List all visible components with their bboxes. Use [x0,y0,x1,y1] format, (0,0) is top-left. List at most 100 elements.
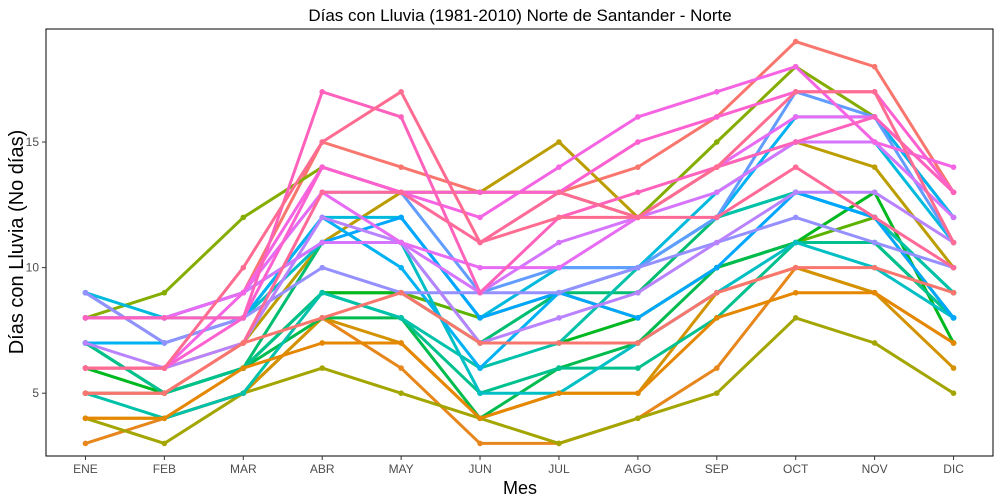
data-point [82,315,89,321]
data-point [319,264,326,271]
data-point [871,214,878,221]
data-point [792,164,799,170]
series-line [84,90,955,320]
series-28 [82,289,957,422]
data-point [398,88,404,95]
data-point [792,315,799,321]
data-point [398,189,404,196]
data-point [635,289,641,296]
x-axis-title: Mes [503,478,537,498]
data-point [556,139,562,145]
data-point [556,264,562,271]
data-point [398,164,404,170]
data-point [319,214,326,221]
data-point [713,264,720,271]
data-point [240,365,247,371]
data-point [792,214,799,221]
series-line [84,266,955,395]
data-point [319,315,326,321]
data-point [477,365,483,371]
data-point [319,139,326,145]
x-tick-label: ENE [73,462,98,476]
series-line [84,291,955,420]
data-point [477,440,483,447]
data-point [713,214,720,221]
data-point [792,189,799,196]
data-point [82,289,89,296]
data-point [398,365,404,371]
data-point [871,63,878,70]
data-point [713,390,720,397]
data-point [950,340,957,346]
series-27 [82,264,957,397]
plot-panel-border [45,28,994,457]
data-point [556,214,562,221]
data-point [635,340,641,346]
series-line [84,241,955,395]
plot-frame [45,28,994,457]
data-point [161,340,168,346]
series-17 [82,88,957,321]
data-point [950,264,957,271]
data-point [635,365,641,371]
data-point [871,340,878,346]
data-point [950,239,957,246]
data-point [635,315,641,321]
data-point [635,189,641,196]
data-point [792,264,799,271]
data-point [161,440,168,447]
data-point [556,340,562,346]
data-point [477,264,483,271]
series-layer [82,38,957,447]
data-point [319,88,326,95]
x-tick-label: ABR [310,462,335,476]
data-point [950,390,957,397]
data-point [635,214,641,221]
data-point [635,390,641,397]
y-axis-title: Días con Lluvia (No días) [6,130,28,355]
data-point [556,315,562,321]
data-point [82,440,89,447]
series-line [84,90,955,320]
data-point [240,390,247,397]
data-point [556,289,562,296]
data-point [713,164,720,170]
data-point [871,189,878,196]
data-point [82,340,89,346]
series-line [84,190,955,370]
data-point [477,415,483,422]
data-point [713,189,720,196]
data-point [713,315,720,321]
data-point [792,88,799,95]
data-point [398,315,404,321]
axis-layer: ENE FEB MAR ABR MAY JUN JUL AGO SEP OCT NOV DIC 5 10 1… [26,135,965,476]
data-point [792,38,799,45]
data-point [240,264,247,271]
data-point [635,415,641,422]
data-point [556,239,562,246]
data-point [792,63,799,70]
data-point [713,365,720,371]
data-point [871,88,878,95]
data-point [161,289,168,296]
data-point [477,390,483,397]
data-point [950,365,957,371]
x-tick-label: MAY [389,462,414,476]
x-tick-label: AGO [625,462,652,476]
data-point [240,340,247,346]
data-point [950,289,957,296]
data-point [398,340,404,346]
data-point [635,139,641,145]
data-point [398,214,404,221]
data-point [556,390,562,397]
data-point [950,214,957,221]
data-point [398,264,404,271]
data-point [477,214,483,221]
data-point [240,315,247,321]
x-tick-label: JUL [548,462,570,476]
data-point [792,239,799,246]
data-point [871,139,878,145]
data-point [477,289,483,296]
data-point [713,88,720,95]
